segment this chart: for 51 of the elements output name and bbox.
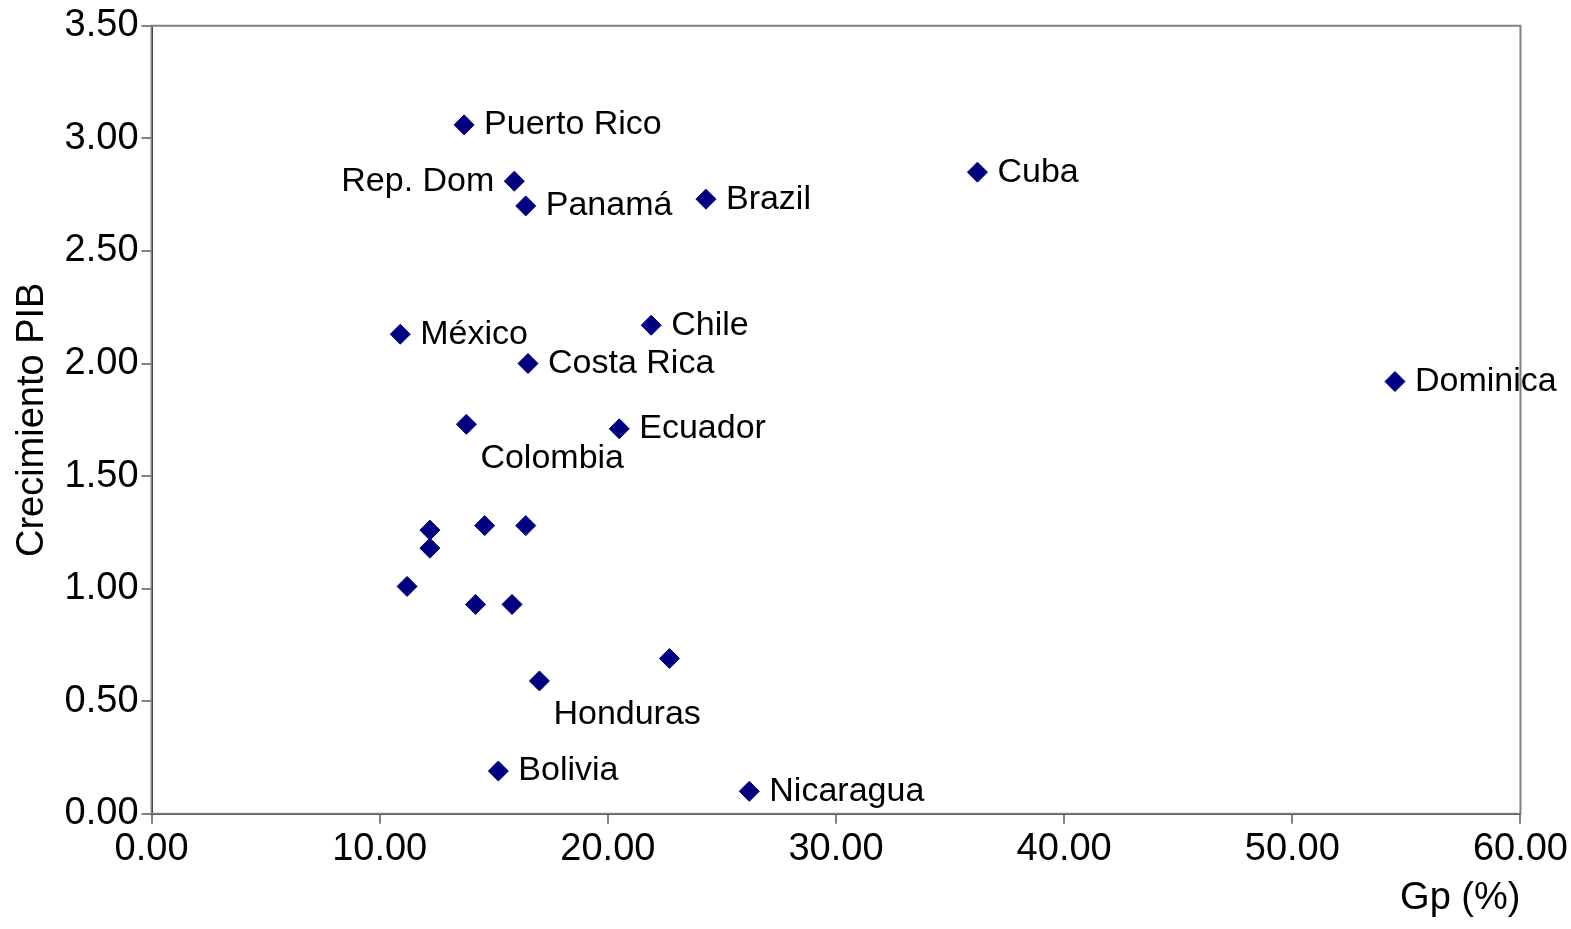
annotation: Chile: [671, 303, 749, 342]
point: [419, 537, 441, 559]
y-axis-title: Crecimiento PIB: [9, 282, 52, 558]
x-tick-label: 20.00: [560, 826, 656, 869]
annotation: Dominica: [1414, 359, 1557, 398]
y-tick-label: 2.50: [64, 227, 139, 270]
annotation: Honduras: [553, 693, 701, 732]
annotation: Costa Rica: [548, 341, 715, 380]
annotation: Puerto Rico: [484, 103, 662, 142]
point: [695, 188, 717, 210]
annotation: Nicaragua: [769, 769, 925, 808]
x-tick-label: 50.00: [1244, 826, 1340, 869]
point: [474, 515, 496, 537]
point: [515, 195, 537, 217]
annotation: Rep. Dom: [341, 159, 495, 198]
point: [528, 670, 550, 692]
point: [658, 647, 680, 669]
x-tick-label: 40.00: [1016, 826, 1112, 869]
annotation: México: [420, 312, 528, 351]
annotation: Ecuador: [639, 407, 766, 446]
point: [1384, 371, 1406, 393]
y-tick-label: 0.50: [64, 677, 139, 720]
point: [640, 314, 662, 336]
point: [465, 593, 487, 615]
x-axis-title: Gp (%): [1400, 874, 1521, 917]
point: [389, 323, 411, 345]
y-tick-label: 3.50: [64, 2, 139, 45]
point: [966, 161, 988, 183]
point: [487, 760, 509, 782]
point: [419, 519, 441, 541]
point: [608, 418, 630, 440]
point: [738, 780, 760, 802]
point: [517, 353, 539, 375]
y-tick-label: 3.00: [64, 114, 139, 157]
point: [455, 413, 477, 435]
annotation: Panamá: [545, 184, 673, 223]
x-tick-label: 10.00: [332, 826, 428, 869]
point: [501, 593, 523, 615]
annotation: Cuba: [997, 150, 1079, 189]
annotation: Bolivia: [518, 749, 619, 788]
point: [396, 575, 418, 597]
point: [503, 170, 525, 192]
y-tick-label: 2.00: [64, 340, 139, 382]
point: [453, 114, 475, 136]
annotation: Colombia: [480, 436, 625, 475]
y-tick-label: 1.00: [64, 565, 139, 608]
annotation: Brazil: [725, 177, 811, 216]
x-tick-label: 30.00: [788, 826, 884, 869]
x-tick-label: 60.00: [1472, 826, 1568, 869]
point: [515, 515, 537, 537]
y-tick-label: 1.50: [64, 452, 139, 495]
